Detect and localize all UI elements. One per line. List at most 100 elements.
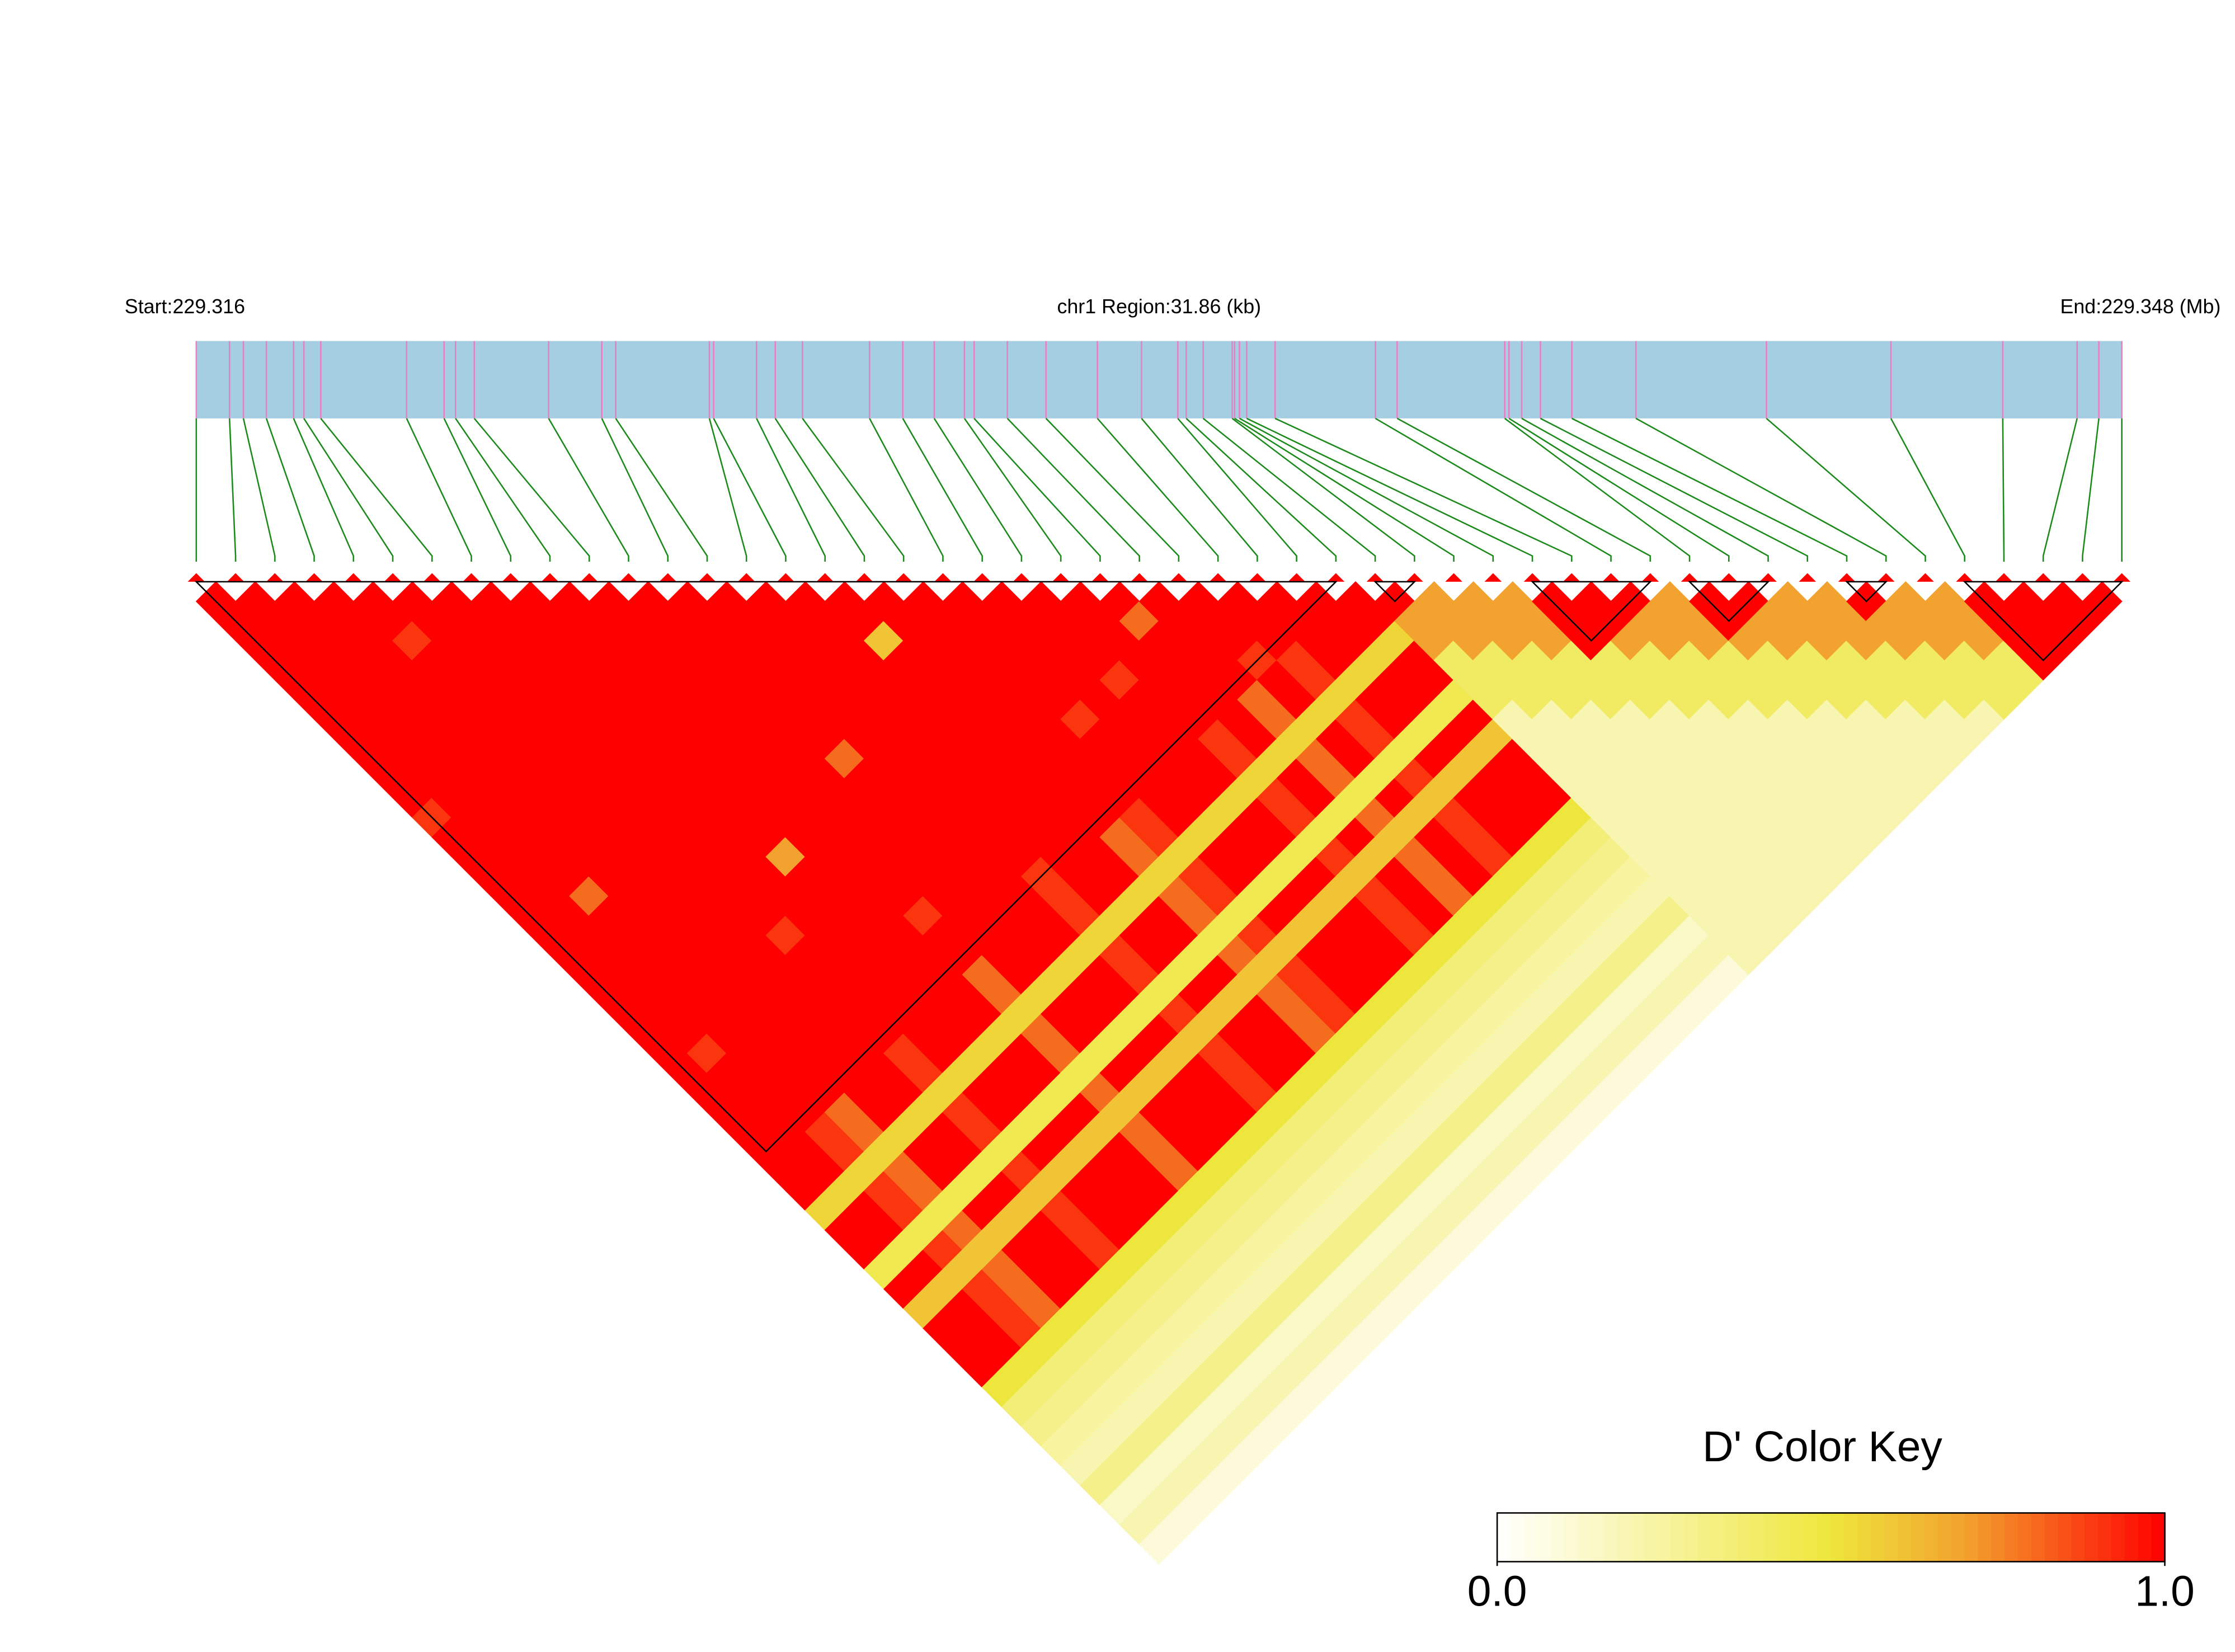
ld-cell	[1354, 797, 1396, 838]
ld-cell	[1846, 699, 1887, 740]
ld-cell	[1257, 660, 1297, 700]
ld-cell	[1257, 1249, 1297, 1290]
ld-cell	[1669, 994, 1710, 1034]
ld-cell	[628, 778, 669, 818]
ld-cell	[746, 581, 787, 622]
ld-cell	[981, 738, 1022, 779]
ld-cell	[628, 581, 669, 622]
snp-marker	[2074, 573, 2091, 582]
snp-connector	[1766, 417, 1926, 562]
snp-marker	[1641, 573, 1659, 582]
snp-connector	[548, 418, 629, 562]
ld-cell	[1394, 718, 1435, 759]
ld-cell	[1099, 1249, 1140, 1290]
region-label: chr1 Region:31.86 (kb)	[1057, 295, 1261, 318]
colorbar-step	[1550, 1513, 1565, 1562]
ld-cell	[1099, 1328, 1140, 1368]
ld-cell	[824, 738, 865, 779]
snp-marker	[384, 573, 402, 582]
snp-connector	[2002, 418, 2005, 562]
ld-cell	[1885, 660, 1926, 700]
ld-cell	[1433, 797, 1474, 838]
ld-cell	[1217, 1052, 1258, 1094]
ld-cell	[1394, 600, 1435, 642]
snp-connector	[963, 418, 1062, 562]
ld-cell	[1787, 876, 1828, 916]
ld-cell	[510, 778, 551, 818]
colorbar-step	[1804, 1513, 1819, 1562]
snp-connector	[1185, 417, 1337, 562]
ld-cell	[962, 718, 1003, 759]
snp-connector	[455, 418, 551, 562]
ld-cell	[1119, 994, 1160, 1034]
snp-connector	[242, 418, 276, 562]
snp-connector	[443, 418, 512, 562]
ld-cell	[1119, 1190, 1160, 1231]
ld-cell	[1433, 718, 1474, 759]
ld-cell	[1335, 620, 1376, 661]
snp-connector	[756, 418, 826, 562]
ld-cell	[962, 1112, 1003, 1152]
ld-cell	[863, 620, 905, 661]
colorbar-step	[1978, 1513, 1992, 1562]
ld-cell	[392, 660, 433, 700]
ld-cell	[1472, 876, 1513, 916]
ld-cell	[804, 876, 845, 916]
ld-cell	[824, 935, 865, 976]
snp-connector	[1246, 417, 1533, 562]
ld-cell	[1748, 640, 1789, 681]
ld-cell	[628, 856, 669, 897]
snp-marker	[1445, 573, 1462, 582]
ld-cell	[981, 620, 1022, 661]
ld-cell	[785, 620, 826, 661]
snp-marker	[1131, 573, 1149, 582]
snp-connector	[802, 418, 905, 562]
snp-marker	[1720, 573, 1738, 582]
ld-cell	[962, 679, 1003, 720]
ld-cell	[804, 757, 845, 799]
colorbar-step	[2098, 1513, 2112, 1562]
ld-cell	[1964, 620, 2005, 661]
ld-cell	[1433, 876, 1474, 916]
ld-cell	[1472, 797, 1513, 838]
ld-cell	[804, 718, 845, 759]
colorbar-step	[1751, 1513, 1765, 1562]
snp-connector	[406, 418, 472, 562]
ld-cell	[392, 581, 433, 622]
ld-cell	[1748, 757, 1789, 799]
ld-cell	[628, 738, 669, 779]
snp-marker	[973, 573, 991, 582]
ld-cell	[1748, 876, 1789, 916]
snp-marker	[266, 573, 284, 582]
ld-cell	[1119, 679, 1160, 720]
ld-cell	[608, 876, 649, 916]
ld-cell	[1257, 1328, 1297, 1368]
ld-cell	[1983, 640, 2025, 681]
colorbar-step	[1777, 1513, 1792, 1562]
ld-cell	[313, 581, 354, 622]
ld-cell	[942, 1249, 983, 1290]
snp-connector	[1045, 418, 1180, 562]
colorbar-step	[2017, 1513, 2032, 1562]
ld-cell	[1257, 935, 1297, 976]
ld-cell	[1885, 738, 1926, 779]
ld-cell	[1257, 1052, 1297, 1094]
ld-cell	[1119, 600, 1160, 642]
colorbar-frame	[1496, 1512, 2166, 1562]
ld-cell	[1433, 679, 1474, 720]
ld-cell	[1119, 915, 1160, 956]
ld-block	[1963, 581, 2124, 662]
ld-cell	[1060, 581, 1101, 622]
ld-cell	[1099, 1406, 1140, 1447]
ld-cell	[1571, 581, 1612, 622]
ld-cell	[1119, 797, 1160, 838]
ld-cell	[1748, 600, 1789, 642]
ld-cell	[962, 876, 1003, 916]
ld-cell	[1649, 581, 1691, 622]
colorbar-step	[1537, 1513, 1551, 1562]
ld-cell	[903, 581, 944, 622]
ld-cell	[942, 660, 983, 700]
ld-cell	[1257, 1091, 1297, 1133]
ld-cell	[1610, 699, 1651, 740]
colorbar-tick-label: 0.0	[1467, 1568, 1527, 1616]
